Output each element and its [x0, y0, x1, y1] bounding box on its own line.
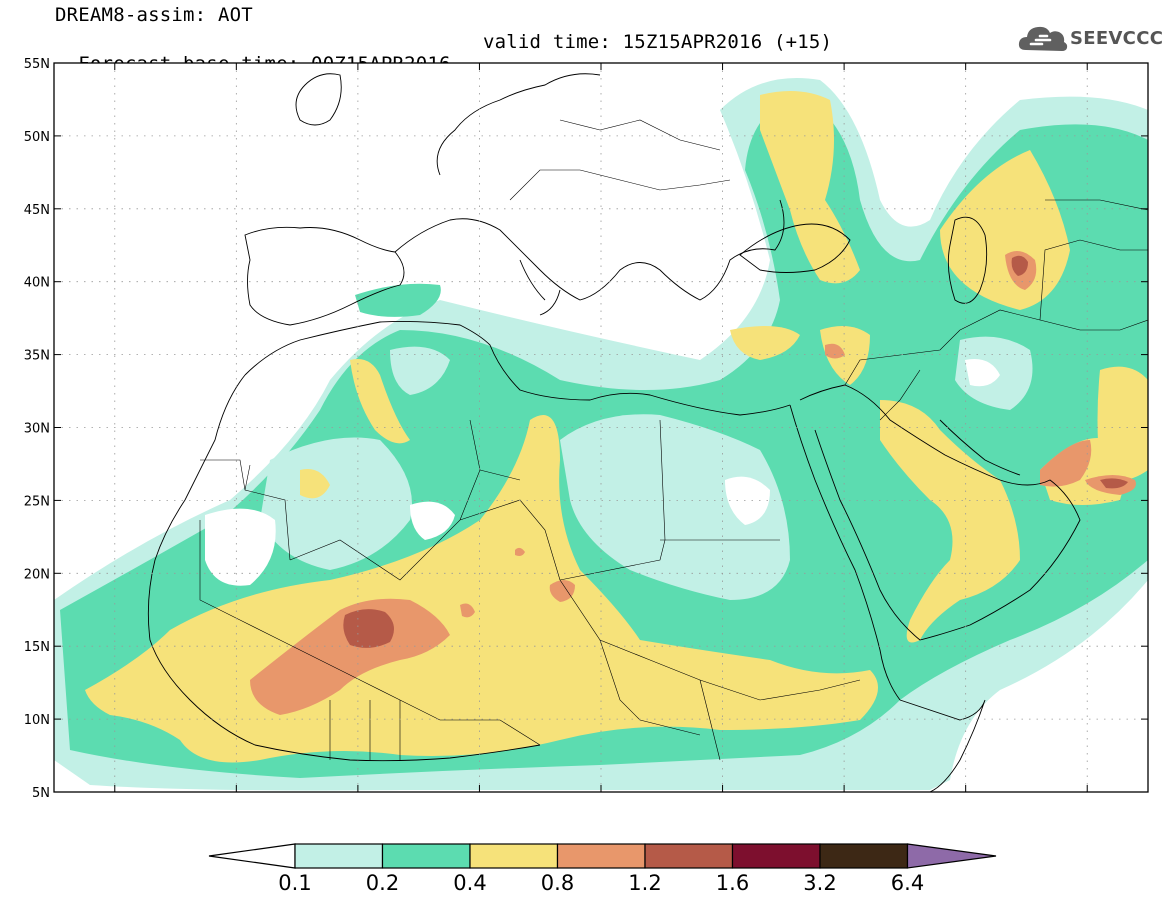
colorbar-label: 0.1 — [278, 871, 311, 895]
colorbar-swatch — [819, 843, 909, 869]
colorbar-label: 1.6 — [716, 871, 749, 895]
colorbar-swatch — [644, 843, 734, 869]
coastlines — [147, 73, 1148, 792]
lat-label: 35N — [24, 349, 50, 364]
seevccc-logo: SEEVCCC — [1018, 22, 1163, 56]
lat-label: 5N — [32, 786, 50, 800]
colorbar-over-arrow — [906, 843, 997, 869]
lat-label: 55N — [24, 57, 50, 72]
colorbar-label: 0.4 — [453, 871, 486, 895]
aot-band-0.1-inner — [260, 336, 1033, 600]
colorbar-swatch — [381, 843, 471, 869]
colorbar-swatch — [469, 843, 559, 869]
lat-label: 40N — [24, 276, 50, 291]
colorbar-swatch — [731, 843, 821, 869]
aot-band-1.2 — [343, 255, 1128, 648]
colorbar-labels: 0.1 0.2 0.4 0.8 1.2 1.6 3.2 6.4 — [278, 871, 924, 895]
colorbar-swatch — [556, 843, 646, 869]
valid-time: valid time: 15Z15APR2016 (+15) — [483, 31, 833, 53]
cloud-icon — [1018, 26, 1068, 51]
lat-label: 25N — [24, 494, 50, 509]
colorbar-label: 6.4 — [891, 871, 924, 895]
colorbar-label: 0.8 — [541, 871, 574, 895]
colorbar-label: 0.2 — [366, 871, 399, 895]
colorbar-under-arrow — [208, 843, 296, 869]
lat-label: 15N — [24, 640, 50, 655]
lat-label: 30N — [24, 422, 50, 437]
lat-label: 20N — [24, 567, 50, 582]
latitude-labels: 55N 50N 45N 40N 35N 30N 25N 20N 15N 10N 5N — [24, 57, 50, 800]
lat-label: 50N — [24, 130, 50, 145]
graticule — [54, 63, 1148, 792]
colorbar-label: 3.2 — [803, 871, 836, 895]
aot-clear-areas — [205, 359, 1000, 586]
colorbar-label: 1.2 — [628, 871, 661, 895]
colorbar-swatches — [208, 843, 997, 869]
lat-label: 45N — [24, 203, 50, 218]
axis-ticks — [54, 62, 1148, 793]
lat-label: 10N — [24, 713, 50, 728]
map-title: DREAM8-assim: AOT — [55, 4, 253, 26]
colorbar-swatch — [294, 843, 384, 869]
logo-text: SEEVCCC — [1070, 28, 1164, 49]
